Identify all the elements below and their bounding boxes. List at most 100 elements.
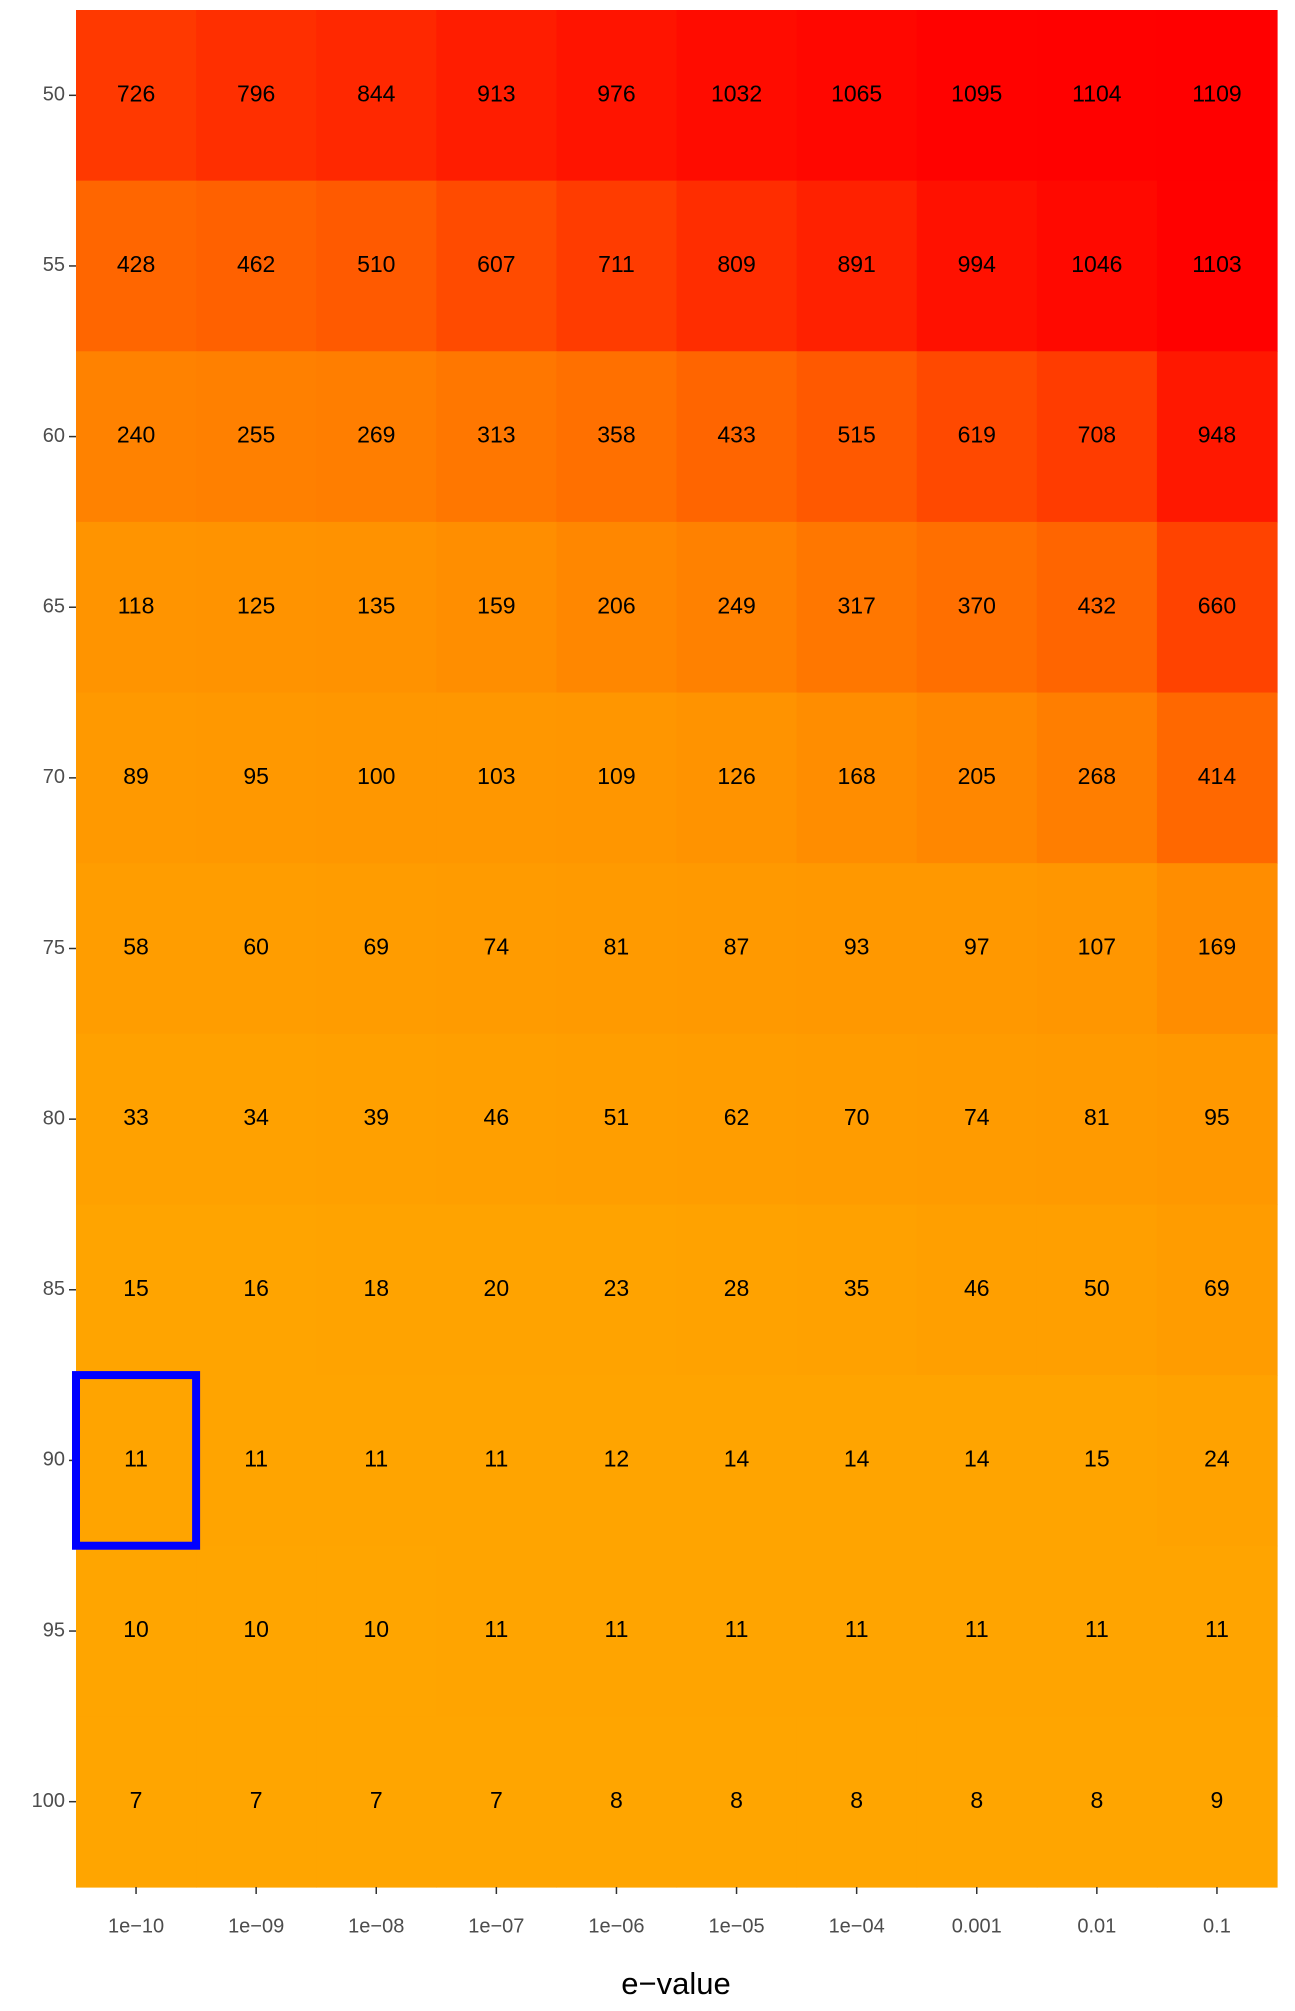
cell-label: 126: [717, 763, 755, 789]
heat-cell: [1036, 1204, 1158, 1376]
cell-label: 1095: [951, 80, 1002, 106]
heat-cell: [676, 1716, 798, 1888]
heat-cell: [1156, 1545, 1278, 1717]
cell-label: 433: [717, 422, 755, 448]
heat-cell: [1156, 521, 1278, 694]
cell-label: 60: [243, 934, 269, 960]
heat-cell: [316, 10, 437, 182]
y-tick-label: 65: [43, 596, 65, 618]
cell-label: 11: [845, 1616, 869, 1642]
heat-cell: [196, 1204, 317, 1376]
cell-label: 8: [970, 1787, 983, 1813]
cell-label: 948: [1198, 422, 1236, 448]
heat-cell: [1156, 1375, 1278, 1547]
cell-label: 510: [357, 251, 395, 277]
cell-label: 994: [958, 251, 997, 277]
cell-label: 50: [1084, 1275, 1110, 1301]
cell-label: 11: [1205, 1616, 1229, 1642]
heat-cell: [556, 351, 678, 523]
heat-cell: [556, 1204, 678, 1376]
cell-label: 28: [724, 1275, 750, 1301]
cell-label: 69: [1204, 1275, 1230, 1301]
cell-label: 109: [597, 763, 635, 789]
heat-cell: [1156, 351, 1278, 523]
heat-cell: [316, 1375, 437, 1547]
cell-label: 1109: [1192, 80, 1241, 106]
cell-label: 1104: [1072, 80, 1122, 106]
heat-cell: [676, 1033, 798, 1206]
cell-label: 8: [1090, 1787, 1103, 1813]
cell-label: 10: [123, 1616, 149, 1642]
heat-cell: [676, 180, 798, 352]
cell-label: 62: [724, 1104, 750, 1130]
cell-label: 14: [724, 1445, 750, 1471]
heat-cell: [76, 1033, 197, 1206]
cell-label: 428: [117, 251, 155, 277]
heat-cell: [316, 863, 437, 1035]
heat-cell: [916, 1033, 1038, 1206]
cell-label: 11: [484, 1445, 508, 1471]
y-tick-label: 95: [43, 1619, 65, 1641]
heat-cell: [76, 1375, 197, 1547]
heat-cell: [556, 1033, 678, 1206]
heat-cell: [436, 180, 557, 352]
heat-cell: [1036, 1716, 1158, 1888]
heat-cell: [196, 1716, 317, 1888]
cell-label: 34: [243, 1104, 269, 1130]
cell-label: 269: [357, 422, 395, 448]
heat-cell: [1036, 1545, 1158, 1717]
heat-cell: [436, 351, 557, 523]
heat-cell: [1036, 863, 1158, 1035]
y-tick-label: 55: [43, 254, 65, 276]
cell-label: 8: [850, 1787, 863, 1813]
x-tick-label: 0.001: [952, 1915, 1002, 1937]
heat-cell: [76, 351, 197, 523]
cell-label: 74: [484, 934, 510, 960]
heat-cell: [916, 1375, 1038, 1547]
cell-label: 9: [1211, 1787, 1224, 1813]
cell-label: 206: [597, 592, 635, 618]
cell-label: 12: [604, 1445, 630, 1471]
cell-label: 35: [844, 1275, 870, 1301]
heat-cell: [916, 1545, 1038, 1717]
cell-label: 11: [244, 1445, 268, 1471]
heat-cell: [196, 1033, 317, 1206]
cell-label: 317: [837, 592, 875, 618]
cell-label: 726: [117, 80, 155, 106]
cell-label: 11: [124, 1445, 148, 1471]
heat-cell: [316, 521, 437, 694]
cell-label: 20: [484, 1275, 510, 1301]
cell-label: 74: [964, 1104, 990, 1130]
cell-label: 33: [123, 1104, 149, 1130]
heat-cell: [1156, 10, 1278, 182]
heat-cell: [196, 10, 317, 182]
heat-cell: [796, 10, 918, 182]
cell-label: 240: [117, 422, 155, 448]
cell-label: 462: [237, 251, 275, 277]
heat-cell: [556, 10, 678, 182]
x-tick-label: 1e−05: [708, 1915, 764, 1937]
cell-label: 24: [1204, 1445, 1230, 1471]
heat-cell: [676, 1204, 798, 1376]
heat-cell: [1156, 180, 1278, 352]
cell-label: 660: [1198, 592, 1236, 618]
x-tick-label: 1e−07: [468, 1915, 524, 1937]
heat-cell: [196, 351, 317, 523]
heat-cell: [76, 521, 197, 694]
y-tick-label: 85: [43, 1278, 65, 1300]
heat-cell: [196, 1545, 317, 1717]
heat-cell: [316, 1545, 437, 1717]
x-tick-label: 1e−10: [108, 1915, 164, 1937]
highlight-box: [72, 1371, 201, 1550]
cell-label: 976: [597, 80, 635, 106]
cell-label: 432: [1078, 592, 1116, 618]
heat-cell: [676, 1545, 798, 1717]
heat-cell: [1036, 351, 1158, 523]
cell-label: 11: [605, 1616, 629, 1642]
heat-cell: [436, 1716, 557, 1888]
heat-cell: [916, 1716, 1038, 1888]
y-tick-label: 70: [43, 766, 65, 788]
y-tick-label: 90: [43, 1449, 65, 1471]
x-tick-label: 0.1: [1203, 1915, 1231, 1937]
cell-label: 103: [477, 763, 515, 789]
